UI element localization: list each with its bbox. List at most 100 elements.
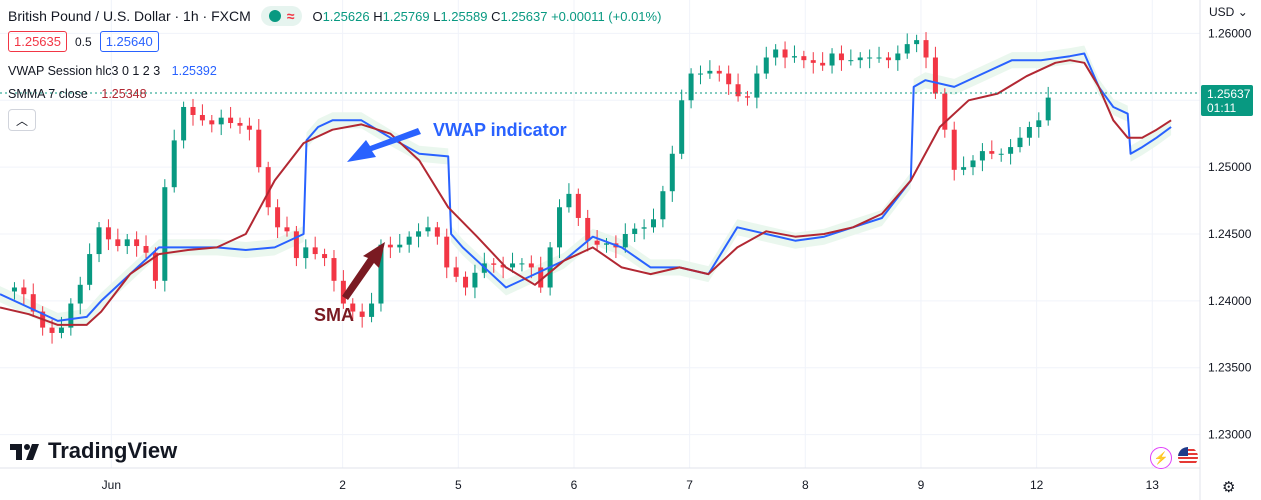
sell-button[interactable]: 1.25635 [8,31,67,52]
candle-body [218,117,224,125]
candle [885,52,891,69]
candle-body [152,252,158,281]
price-tick-label: 1.23000 [1208,428,1252,442]
candle [669,145,675,202]
candle-body [11,287,17,292]
candle [124,234,130,255]
tradingview-logo[interactable]: TradingView [10,438,177,464]
candle-body [115,239,121,247]
lightning-icon[interactable]: ⚡ [1150,447,1172,469]
smma-legend-value: 1.25348 [101,87,147,101]
time-tick-label: Jun [102,478,121,492]
candle-body [1036,120,1042,128]
candle-body [979,151,985,161]
candle-body [105,227,111,240]
candle-body [726,73,732,85]
candle [453,256,459,283]
candle [350,298,356,320]
currency-selector[interactable]: USD ⌄ [1209,5,1248,19]
candle-body [519,263,525,265]
vwap-annotation: VWAP indicator [433,120,567,140]
candle [1045,86,1051,126]
candle [406,231,412,253]
candle [604,238,610,253]
candle-body [660,191,666,220]
collapse-legend-button[interactable]: ︿ [8,109,36,131]
ohlc-h-value: 1.25769 [382,8,430,24]
tradingview-logo-icon [10,444,39,460]
ohlc-h-key: H [373,8,383,24]
candle [500,256,506,279]
candle [11,282,17,300]
time-tick-label: 8 [802,478,809,492]
candle-body [538,267,544,288]
candle [115,228,121,252]
candle-body [510,263,516,268]
candle [801,50,807,69]
time-tick-label: 13 [1146,478,1160,492]
us-flag-icon[interactable] [1178,447,1198,467]
candle [162,179,168,292]
candle [425,216,431,237]
candle [143,235,149,259]
ohlc-c-key: C [491,8,501,24]
vwap-legend-label: VWAP Session hlc3 0 1 2 3 [8,64,161,78]
candle-body [444,236,450,268]
candle-body [914,40,920,45]
vwap-line [0,52,1172,322]
candle-body [30,294,36,312]
candle-body [744,96,750,98]
candle [134,231,140,257]
smma-legend[interactable]: SMMA 7 close 1.25348 [8,87,147,101]
candle [829,48,835,74]
collapse-chevron-icon: ︿ [15,113,28,128]
candle [566,183,572,213]
candle [519,258,525,272]
candle-body [246,125,252,130]
candle-body [406,236,412,245]
candle-body [585,217,591,241]
ohlc-change: +0.00011 (+0.01%) [551,8,662,24]
trade-buttons: 1.25635 0.5 1.25640 [8,31,159,52]
annotation-arrows [342,128,421,300]
candle [181,101,187,149]
candle [312,236,318,260]
candle-body [857,57,863,61]
candle-body [932,57,938,94]
candle [876,46,882,63]
candle [1036,112,1042,138]
vwap-legend[interactable]: VWAP Session hlc3 0 1 2 3 1.25392 [8,64,217,78]
sma-annotation: SMA [314,305,354,325]
candle-body [641,227,647,229]
candle-body [942,93,948,130]
candle-body [425,227,431,232]
candle [265,161,271,216]
settings-gear-icon[interactable]: ⚙ [1222,479,1236,496]
time-tick-label: 5 [455,478,462,492]
candle-body [989,151,995,154]
smma-line [0,59,1172,326]
market-status-pill[interactable]: ≈ [260,6,303,26]
candle-body [162,187,168,281]
price-tick-label: 1.25000 [1208,160,1252,174]
candle-body [838,53,844,61]
candle-body [801,56,807,61]
candle-body [904,44,910,54]
candle [679,89,685,160]
candle-body [181,106,187,141]
candle-body [923,40,929,58]
time-axis[interactable]: Jun 2 5 6 7 8 9 12 13 [102,478,1160,492]
time-tick-label: 6 [571,478,578,492]
candle-body [331,258,337,281]
candle-body [1017,137,1023,148]
buy-button[interactable]: 1.25640 [99,31,159,52]
symbol-title[interactable]: British Pound / U.S. Dollar · 1h · FXCM [8,8,251,24]
candle-body [622,234,628,248]
candle-body [453,267,459,277]
candle [848,49,854,66]
candle [528,255,534,279]
candle [867,49,873,69]
candle [585,209,591,252]
candle [275,199,281,239]
